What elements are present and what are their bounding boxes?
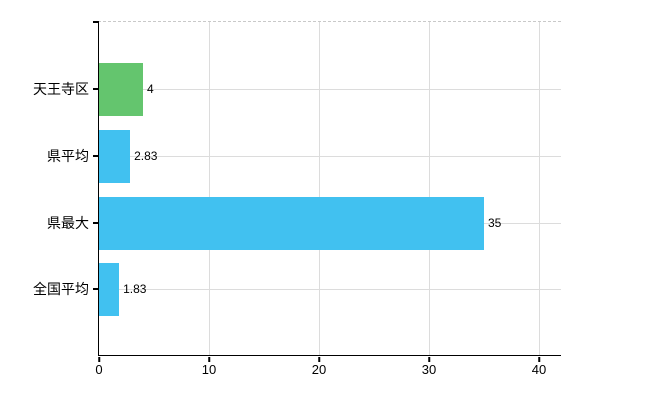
- bar-value-label: 2.83: [134, 149, 158, 163]
- x-axis-tick: [98, 357, 100, 362]
- y-axis-tick: [93, 222, 99, 224]
- bar-value-label: 35: [488, 216, 502, 230]
- x-gridline: [318, 22, 320, 355]
- y-axis-tick: [93, 155, 99, 157]
- x-tick-label: 0: [95, 362, 103, 377]
- x-axis-tick: [428, 357, 430, 362]
- bar-value-label: 4: [147, 82, 154, 96]
- x-tick-label: 40: [531, 362, 547, 377]
- x-tick-label: 30: [421, 362, 437, 377]
- category-label: 全国平均: [33, 281, 89, 297]
- plot-area: 0 10 20 30 40 天王寺区 4 県平均 2.83 県最大 35 全国平均 1.83: [33, 21, 561, 376]
- bar: [99, 129, 131, 183]
- y-axis-end-tick: [93, 21, 99, 23]
- category-gridline: [99, 289, 561, 290]
- x-axis-tick: [538, 357, 540, 362]
- x-axis-tick: [318, 357, 320, 362]
- category-gridline: [99, 89, 561, 90]
- bar: [99, 62, 143, 116]
- bar: [99, 262, 120, 316]
- bar: [99, 196, 484, 250]
- bar-value-label: 1.83: [123, 282, 147, 296]
- x-gridline: [538, 22, 540, 355]
- category-label: 天王寺区: [33, 81, 89, 97]
- y-axis-tick: [93, 88, 99, 90]
- x-axis-tick: [208, 357, 210, 362]
- x-gridline: [428, 22, 430, 355]
- x-gridline: [208, 22, 210, 355]
- category-label: 県最大: [47, 215, 89, 231]
- x-tick-label: 20: [311, 362, 327, 377]
- category-gridline: [99, 156, 561, 157]
- y-axis-tick: [93, 288, 99, 290]
- x-tick-label: 10: [201, 362, 217, 377]
- category-label: 県平均: [47, 148, 89, 164]
